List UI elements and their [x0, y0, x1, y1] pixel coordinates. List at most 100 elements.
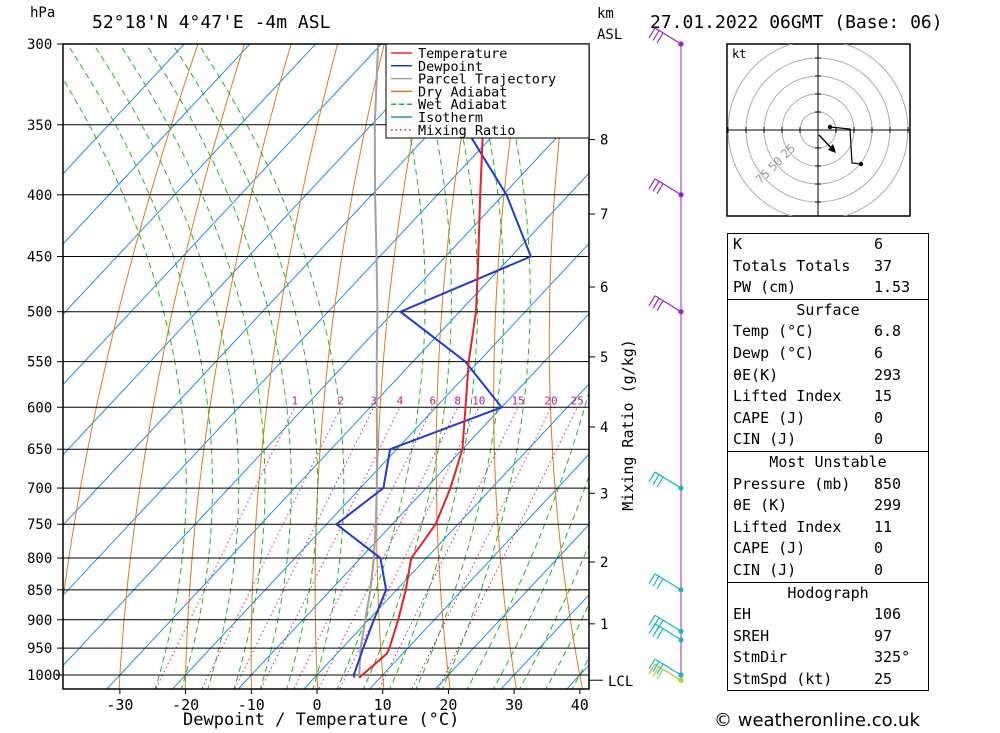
pressure-tick-label: 500	[27, 305, 52, 321]
stmspd-row: StmSpd (kt) 25	[728, 669, 928, 691]
dry-adiabat-line	[988, 26, 1000, 700]
wind-barb-shaft	[654, 573, 682, 591]
km-tick-label: 7	[600, 207, 608, 223]
pressure-tick-label: 1000	[27, 668, 61, 684]
wind-barb	[648, 614, 682, 632]
mixing-ratio-line	[201, 407, 342, 689]
pw-label: PW (cm)	[733, 278, 797, 297]
x-axis-title: Dewpoint / Temperature (°C)	[183, 710, 460, 730]
x-tick-label: 0	[312, 696, 321, 714]
mixing-ratio-label: 10	[472, 394, 485, 407]
hodograph-unit-label: kt	[732, 47, 746, 61]
wet-adiabat-line	[415, 44, 505, 689]
isotherm-line	[63, 44, 251, 245]
km-tick-label: 6	[600, 280, 608, 296]
dry-adiabat-line	[548, 44, 584, 689]
wind-barb-shaft	[654, 614, 682, 632]
eh-row: EH 106	[728, 604, 928, 626]
legend-box	[385, 43, 590, 139]
wind-barb-flag	[652, 666, 660, 678]
dry-adiabat-line	[250, 44, 339, 689]
series-parcel-trajectory	[358, 44, 380, 678]
surface-temp-row: Temp (°C) 6.8	[728, 321, 928, 343]
mixing-ratio-label: 15	[512, 394, 525, 407]
mixing-ratio-line	[437, 407, 578, 689]
totals-totals-label: Totals Totals	[733, 256, 851, 275]
pressure-tick-label: 750	[27, 517, 52, 533]
wet-adiabat-line	[92, 44, 240, 689]
wind-barb-shaft	[654, 27, 682, 45]
mixing-ratio-line	[378, 407, 519, 689]
legend-entry: Dewpoint	[418, 59, 483, 75]
mixing-ratio-label: 3	[370, 394, 377, 407]
mixing-ratio-line	[155, 407, 296, 689]
wind-barb	[648, 178, 682, 196]
pressure-tick-label: 800	[27, 551, 52, 567]
wind-barb-flag	[656, 628, 664, 640]
wet-adiabat-line	[66, 44, 214, 689]
wet-adiabat-line	[389, 44, 479, 689]
surface-cape-label: CAPE (J)	[733, 408, 806, 427]
mu-pressure-row: Pressure (mb) 850	[728, 474, 928, 496]
pressure-tick-label: 350	[27, 118, 52, 134]
surface-dewp-label: Dewp (°C)	[733, 343, 815, 362]
plot-border	[62, 43, 590, 690]
k-index-value: 6	[874, 235, 884, 253]
wind-barb-flag	[656, 476, 664, 488]
stmdir-value: 325°	[874, 648, 911, 667]
credit-label: © weatheronline.co.uk	[714, 710, 920, 731]
wind-barb	[648, 663, 682, 681]
pressure-tick-label: 850	[27, 583, 52, 599]
pressure-tick-label: 950	[27, 641, 52, 657]
mixing-ratio-label: 25	[571, 394, 584, 407]
wet-adiabat-line	[336, 44, 426, 689]
wind-barb-shaft	[654, 295, 682, 313]
legend-entry: Mixing Ratio	[418, 123, 516, 139]
pw-row: PW (cm) 1.53	[728, 277, 928, 299]
isotherm-line	[368, 453, 589, 689]
wind-barb-flag	[648, 471, 656, 483]
lcl-label: LCL	[608, 674, 633, 690]
legend-entry: Wet Adiabat	[418, 97, 507, 113]
wind-barb-flag	[648, 178, 656, 190]
mu-theta-value: 299	[874, 496, 902, 515]
hodograph-trace	[829, 126, 862, 165]
surface-cape-row: CAPE (J) 0	[728, 408, 928, 430]
surface-temp-value: 6.8	[874, 322, 902, 341]
wet-adiabat-line	[171, 44, 319, 689]
pressure-tick-label: 700	[27, 481, 52, 497]
x-tick-label: 20	[439, 696, 457, 714]
mixing-ratio-label: 8	[454, 394, 461, 407]
isotherm-line	[303, 383, 589, 689]
wind-barb-flag	[648, 295, 656, 307]
wind-barb-shaft	[654, 471, 682, 489]
wind-barb-shaft	[654, 178, 682, 196]
k-index-label: K	[733, 235, 743, 253]
isotherm-line	[106, 172, 589, 689]
surface-temp-label: Temp (°C)	[733, 322, 815, 341]
surface-theta-label: θE(K)	[733, 365, 779, 384]
plot-area: 1 2 3 4 6 8 10 15 20 25	[63, 26, 1000, 700]
x-tick-label: 30	[505, 696, 523, 714]
km-tick-label: 3	[600, 486, 608, 502]
isotherm-line	[63, 44, 185, 175]
mu-pressure-label: Pressure (mb)	[733, 474, 851, 493]
wind-barb	[648, 658, 682, 676]
mixing-ratio-label: 6	[429, 394, 436, 407]
asl-label: ASL	[597, 27, 623, 43]
pressure-tick-label: 300	[27, 37, 52, 53]
dry-adiabat-line	[655, 26, 718, 700]
mu-cape-row: CAPE (J) 0	[728, 538, 928, 560]
hodograph-start-point	[827, 124, 833, 130]
surface-dewp-value: 6	[874, 343, 884, 362]
wind-barb-flag	[652, 30, 660, 41]
mu-li-row: Lifted Index 11	[728, 517, 928, 539]
wind-barb-flag	[648, 663, 656, 675]
eh-label: EH	[733, 605, 752, 624]
dry-adiabat-line	[314, 44, 385, 689]
pw-value: 1.53	[874, 278, 911, 297]
wet-adiabat-line	[63, 78, 187, 689]
